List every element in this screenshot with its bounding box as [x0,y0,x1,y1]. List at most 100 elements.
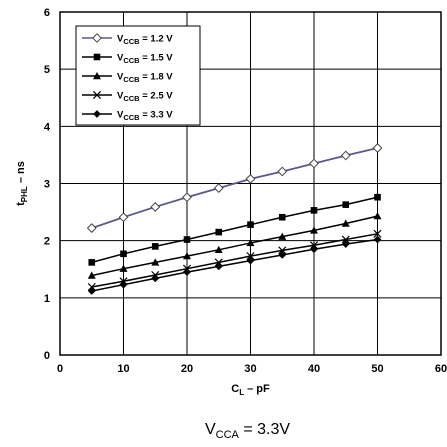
y-tick-label: 3 [44,179,50,191]
data-point [309,241,319,250]
data-point [215,228,223,236]
data-point [245,174,256,184]
data-point [151,258,160,266]
data-point [119,264,128,272]
series [87,235,382,295]
data-point [93,53,101,61]
data-point-stroke [92,90,102,100]
x-tick-label: 0 [57,363,63,375]
legend-item: VCCB = 1.2 V [82,33,173,47]
data-point-stroke [246,252,255,261]
legend-item: VCCB = 3.3 V [82,110,173,123]
data-point [310,245,318,254]
data-point [214,262,223,271]
data-point [87,282,96,291]
series-line [91,238,378,292]
data-point-stroke [341,235,350,244]
data-point [341,235,350,244]
data-point [246,256,255,265]
legend-label: VCCB = 2.5 V [117,91,173,104]
series [88,193,381,266]
data-point [150,202,161,212]
data-point [182,192,192,203]
legend-label: VCCB = 1.8 V [117,72,173,85]
x-tick-label: 40 [308,363,320,375]
series-line [91,196,378,264]
data-point [93,110,101,118]
data-point [118,212,129,223]
y-tick-label: 4 [44,121,51,133]
data-point [278,213,286,221]
data-point [278,232,287,240]
y-tick-label: 0 [44,350,50,362]
legend-item: VCCB = 1.5 V [82,53,173,66]
x-tick-label: 10 [117,363,129,375]
series-line [91,147,378,229]
data-point [151,274,160,283]
series-line [91,215,378,277]
data-point [340,150,351,161]
series-line [91,233,378,288]
legend: VCCB = 1.2 V VCCB = 1.5 V VCCB = 1.8 V VCCB… [75,25,201,126]
legend-item: VCCB = 1.8 V [82,72,173,85]
data-point [310,207,318,214]
condition-label: VCCA = 3.3V [205,421,290,441]
x-tick-label: 60 [435,363,447,375]
data-point [278,251,287,259]
data-point [214,245,223,254]
legend-label: VCCB = 1.5 V [117,53,173,66]
y-tick-label: 1 [44,293,50,305]
legend-item: VCCB = 2.5 V [82,90,173,104]
data-point [374,193,381,201]
data-point [88,259,96,266]
legend-label: VCCB = 1.2 V [117,34,173,47]
data-point [183,252,191,260]
data-point [278,246,287,255]
data-point [373,229,382,238]
data-point [247,221,254,228]
tick-labels: 0 10 20 30 40 50 60 0 1 2 3 4 5 6 [44,7,447,375]
data-point [86,223,97,233]
legend-label: VCCB = 3.3 V [117,110,173,123]
y-tick-label: 5 [44,64,50,76]
data-point [373,212,382,220]
data-point [341,219,350,227]
y-axis-label: tPHL – ns [15,161,29,206]
data-point [93,72,101,80]
data-point-stroke [373,229,382,238]
data-point-stroke [214,258,223,267]
data-point [87,287,96,295]
data-point [277,166,288,177]
x-tick-label: 50 [371,363,383,375]
data-point [309,158,319,169]
data-point [213,183,224,193]
x-axis-label: CL – pF [231,383,270,397]
data-point [246,252,255,261]
data-point [246,238,255,247]
data-point [183,268,191,277]
data-point-stroke [309,241,319,250]
series [87,212,382,279]
data-point [372,143,383,153]
data-point [151,243,159,250]
data-point [183,236,191,243]
series-layer [86,143,383,295]
data-point [119,280,128,289]
y-tick-label: 2 [44,236,50,248]
data-point [92,33,102,43]
data-point [373,235,382,244]
data-point-stroke [87,282,96,291]
data-point [120,250,127,258]
series [86,143,383,233]
data-point [310,226,318,234]
data-point [92,90,102,100]
data-point-stroke [278,246,287,255]
data-point [214,258,223,267]
y-tick-label: 6 [44,7,50,19]
data-point [87,271,96,279]
plot-frame [59,11,442,356]
series [87,229,382,291]
x-tick-label: 30 [244,363,256,375]
data-point [341,240,350,249]
